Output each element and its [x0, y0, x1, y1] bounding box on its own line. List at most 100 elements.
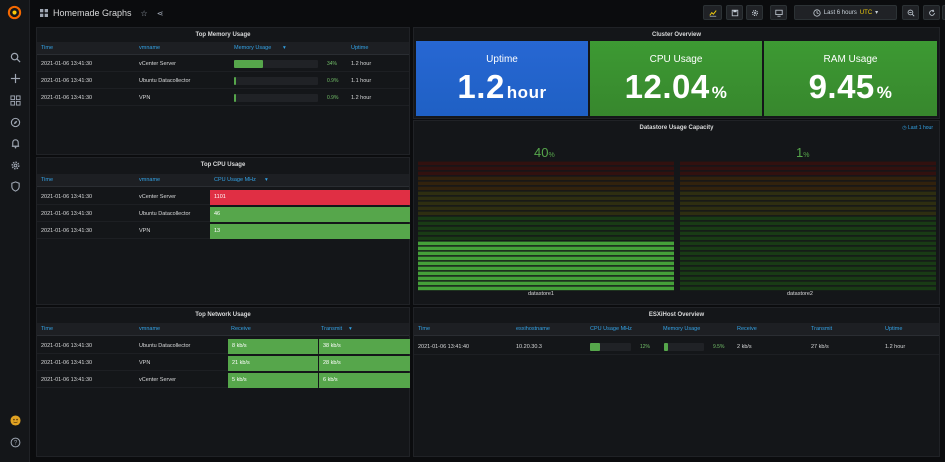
- table-row[interactable]: 2021-01-06 13:41:30 Ubuntu Datacollector 8…: [37, 338, 410, 354]
- cell-memory: 9.5%: [713, 344, 725, 350]
- table-row[interactable]: 2021-01-06 13:41:30 VPN 21 kb/s 28 kb/s: [37, 355, 410, 371]
- column-header-transmit[interactable]: Transmit: [321, 326, 343, 332]
- sort-desc-icon: ▾: [283, 45, 286, 51]
- cell-time: 2021-01-06 13:41:30: [41, 78, 93, 84]
- datastore2-cell-23: [680, 171, 936, 176]
- gear-icon: [751, 9, 758, 16]
- shield-icon[interactable]: [8, 179, 22, 193]
- column-header-receive[interactable]: Receive: [737, 326, 757, 332]
- cell-time: 2021-01-06 13:41:30: [41, 360, 93, 366]
- search-icon[interactable]: [8, 50, 22, 64]
- datastore2-cell-7: [680, 251, 936, 256]
- stat-cpu-usage[interactable]: CPU Usage 12.04%: [590, 41, 762, 116]
- stat-ram-usage[interactable]: RAM Usage 9.45%: [764, 41, 937, 116]
- datastore1-cell-22: [418, 176, 674, 181]
- cell-cpu: 46: [214, 211, 221, 217]
- cell-receive: 8 kb/s: [232, 343, 247, 349]
- dashboards-icon[interactable]: [8, 93, 22, 107]
- table-row[interactable]: 2021-01-06 13:41:30 vCenter Server 1101: [37, 189, 410, 205]
- clock-icon: ◷: [902, 125, 907, 131]
- datastore1-label: datastore1: [528, 291, 554, 297]
- column-header-uptime[interactable]: Uptime: [885, 326, 903, 332]
- datastore-panel: Datastore Usage Capacity ◷ Last 1 hour 4…: [413, 120, 940, 305]
- column-header-time[interactable]: Time: [41, 45, 54, 51]
- dashboard-settings-button[interactable]: [746, 5, 763, 20]
- datastore1-cell-3: [418, 271, 674, 276]
- help-icon[interactable]: ?: [8, 435, 22, 449]
- datastore1-cell-13: [418, 221, 674, 226]
- column-header-time[interactable]: Time: [41, 326, 54, 332]
- cell-vmname: vCenter Server: [139, 194, 176, 200]
- datastore1-cell-10: [418, 236, 674, 241]
- column-header-cpu[interactable]: CPU Usage MHz: [590, 326, 632, 332]
- alerting-icon[interactable]: [8, 136, 22, 150]
- table-row[interactable]: 2021-01-06 13:41:30 Ubuntu Datacollector 4…: [37, 206, 410, 222]
- cell-uptime: 1.2 hour: [351, 61, 372, 67]
- column-header-vmname[interactable]: vmname: [139, 177, 161, 183]
- panel-title: Datastore Usage Capacity: [639, 125, 714, 131]
- table-row[interactable]: 2021-01-06 13:41:30 VPN 13: [37, 223, 410, 239]
- zoom-out-icon: [907, 9, 914, 16]
- table-row[interactable]: 2021-01-06 13:41:40 10.20.30.3 12% 9.5% …: [414, 339, 939, 355]
- dashboard-title[interactable]: Homemade Graphs: [53, 8, 132, 18]
- datastore2-cell-25: [680, 161, 936, 166]
- settings-icon[interactable]: [8, 158, 22, 172]
- cycle-view-mode-button[interactable]: [770, 5, 787, 20]
- explore-icon[interactable]: [8, 115, 22, 129]
- datastore1-cell-18: [418, 196, 674, 201]
- column-header-vmname[interactable]: vmname: [139, 326, 161, 332]
- panel-title: Top Network Usage: [195, 312, 251, 318]
- user-avatar-icon[interactable]: [8, 413, 22, 427]
- column-header-transmit[interactable]: Transmit: [811, 326, 833, 332]
- plus-icon[interactable]: [8, 71, 22, 85]
- column-header-time[interactable]: Time: [418, 326, 431, 332]
- memory-gauge-fill: [664, 343, 668, 351]
- time-picker-button[interactable]: Last 6 hours UTC ▾: [794, 5, 897, 20]
- panel-title: ESXiHost Overview: [648, 312, 705, 318]
- refresh-icon: [928, 9, 935, 16]
- datastore2-cell-15: [680, 211, 936, 216]
- cell-receive: 21 kb/s: [232, 360, 250, 366]
- cpu-gauge: [590, 343, 631, 351]
- table-row[interactable]: 2021-01-06 13:41:30 Ubuntu Datacollector 0…: [37, 73, 409, 89]
- column-header-uptime[interactable]: Uptime: [351, 45, 369, 51]
- column-header-cpu[interactable]: CPU Usage MHz: [214, 177, 256, 183]
- datastore2-cell-2: [680, 276, 936, 281]
- save-icon: [731, 9, 738, 16]
- column-header-receive[interactable]: Receive: [231, 326, 251, 332]
- datastore2-cell-5: [680, 261, 936, 266]
- datastore1-cell-21: [418, 181, 674, 186]
- stat-label: CPU Usage: [649, 54, 703, 65]
- memory-gauge-fill: [234, 60, 263, 68]
- column-header-time[interactable]: Time: [41, 177, 54, 183]
- esxi-panel: ESXiHost Overview Time esxihostname CPU …: [413, 307, 940, 457]
- grafana-logo-icon[interactable]: [7, 5, 22, 20]
- datastore1-cell-9: [418, 241, 674, 246]
- datastore1-cell-20: [418, 186, 674, 191]
- stat-uptime[interactable]: Uptime 1.2 hour: [416, 41, 588, 116]
- time-info[interactable]: ◷ Last 1 hour: [902, 125, 933, 131]
- column-header-memory[interactable]: Memory Usage: [663, 326, 701, 332]
- receive-cell: 21 kb/s: [228, 356, 318, 371]
- datastore1-cell-1: [418, 281, 674, 286]
- star-icon[interactable]: ☆: [140, 8, 148, 18]
- column-header-memory[interactable]: Memory Usage: [234, 45, 272, 51]
- receive-cell: 5 kb/s: [228, 373, 318, 388]
- datastore2-cell-18: [680, 196, 936, 201]
- refresh-button[interactable]: [923, 5, 940, 20]
- add-panel-icon: [708, 9, 717, 17]
- table-row[interactable]: 2021-01-06 13:41:30 VPN 0.9% 1.2 hour: [37, 90, 409, 106]
- column-header-vmname[interactable]: vmname: [139, 45, 161, 51]
- save-dashboard-button[interactable]: [726, 5, 743, 20]
- table-row[interactable]: 2021-01-06 13:41:30 vCenter Server 5 kb/s 6…: [37, 372, 410, 388]
- zoom-out-button[interactable]: [902, 5, 919, 20]
- table-row[interactable]: 2021-01-06 13:41:30 vCenter Server 34% 1.2 …: [37, 56, 409, 72]
- column-header-host[interactable]: esxihostname: [516, 326, 550, 332]
- datastore1-cell-6: [418, 256, 674, 261]
- datastore1-cell-23: [418, 171, 674, 176]
- refresh-interval-picker[interactable]: 5m ▾: [942, 5, 945, 20]
- svg-text:?: ?: [13, 440, 17, 446]
- share-icon[interactable]: ⋖: [156, 8, 164, 18]
- add-panel-button[interactable]: [703, 5, 722, 20]
- memory-gauge: [234, 60, 318, 68]
